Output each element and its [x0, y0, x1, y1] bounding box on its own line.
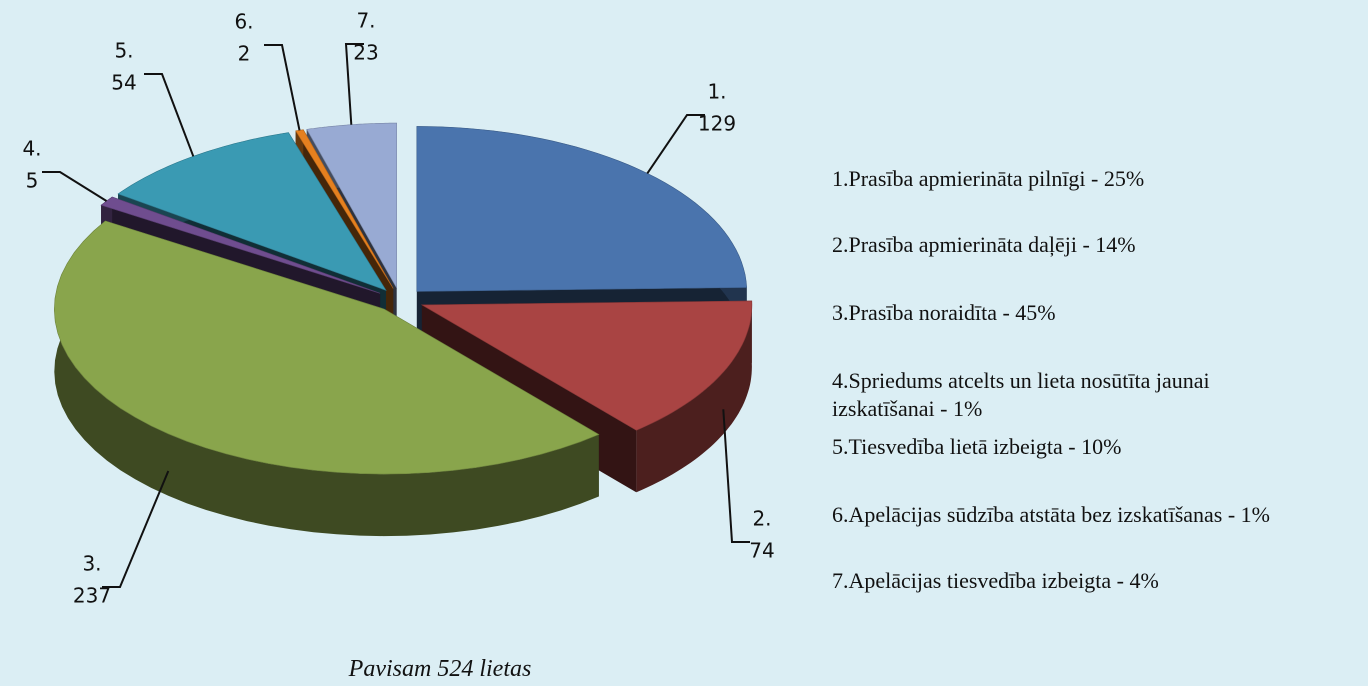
leader-line	[264, 44, 301, 131]
legend-item: 2.Prasība apmierināta daļēji - 14%	[832, 232, 1136, 257]
data-label-category: 6.	[234, 10, 253, 34]
legend-item: 6.Apelācijas sūdzība atstāta bez izskatī…	[832, 502, 1271, 527]
data-label-category: 3.	[82, 552, 101, 576]
data-label-category: 7.	[356, 9, 375, 33]
data-label-category: 2.	[752, 507, 771, 531]
legend-item: 5.Tiesvedība lietā izbeigta - 10%	[832, 434, 1122, 459]
leader-line	[344, 43, 364, 125]
leader-line	[42, 171, 108, 202]
legend-item: 4.Spriedums atcelts un lieta nosūtīta ja…	[832, 368, 1210, 421]
data-label-category: 1.	[707, 80, 726, 104]
data-label-value: 74	[749, 539, 774, 563]
slice-side	[636, 300, 752, 493]
data-label-value: 129	[698, 112, 736, 136]
data-label-value: 237	[73, 584, 111, 608]
legend-item: 7.Apelācijas tiesvedība izbeigta - 4%	[832, 568, 1159, 593]
leader-line	[646, 114, 705, 174]
data-label-value: 5	[26, 169, 39, 193]
pie-slice	[416, 126, 748, 292]
data-label-value: 2	[238, 42, 251, 66]
data-label-category: 5.	[114, 39, 133, 63]
leader-line	[722, 409, 750, 543]
data-label-category: 4.	[22, 137, 41, 161]
leader-line	[102, 470, 170, 588]
leader-line	[144, 73, 195, 157]
slice-side	[54, 220, 599, 537]
data-label-value: 23	[353, 41, 378, 65]
data-label-value: 54	[111, 71, 136, 95]
legend-item: 3.Prasība noraidīta - 45%	[832, 300, 1056, 325]
pie-slice	[53, 220, 600, 475]
legend-item: 1.Prasība apmierināta pilnīgi - 25%	[832, 166, 1145, 191]
pie-slice	[420, 300, 753, 431]
footer: Pavisam 524 lietas	[348, 656, 532, 682]
